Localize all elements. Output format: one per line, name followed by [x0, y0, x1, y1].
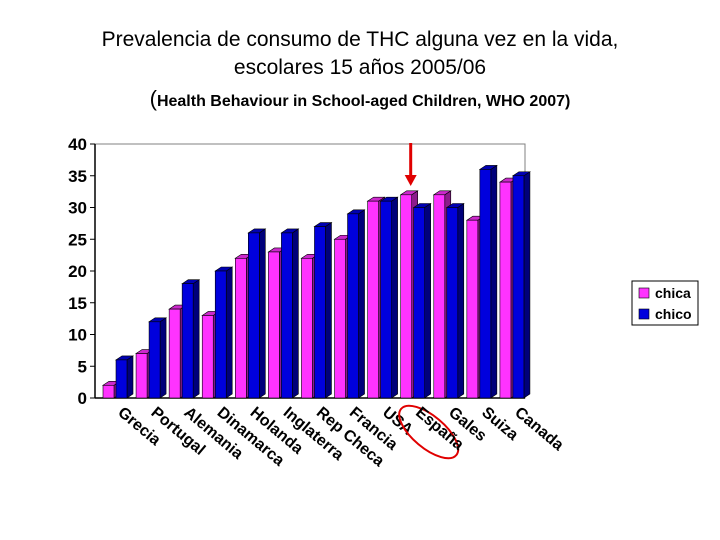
bar-chica: [135, 353, 148, 399]
legend-label-chico: chico: [655, 306, 692, 322]
y-tick-label: 40: [68, 135, 87, 154]
bar-chico: [181, 283, 194, 399]
bar-chico-side: [391, 196, 398, 399]
legend-swatch-chico: [638, 308, 650, 320]
bar-chico-side: [457, 202, 465, 399]
bar-chica: [334, 238, 346, 399]
highlight-ellipse: [398, 404, 460, 460]
bar-chico: [314, 226, 326, 399]
chart-title-line-2: escolares 15 años 2005/06: [233, 56, 487, 79]
y-tick-label: 15: [68, 294, 87, 313]
bar-chica: [301, 257, 313, 399]
chart-subtitle: (Health Behaviour in School-aged Childre…: [0, 86, 720, 112]
bar-chica: [466, 219, 479, 399]
y-tick-label: 30: [68, 199, 87, 218]
bar-chico: [148, 321, 161, 399]
bar-chica: [201, 315, 214, 399]
bar-chico: [479, 169, 492, 399]
bar-chico-side: [325, 221, 332, 399]
bar-chica: [268, 251, 280, 399]
bar-chica: [367, 200, 379, 399]
bar-chico-side: [126, 355, 134, 399]
bar-chico: [248, 232, 260, 399]
y-tick-label: 25: [68, 230, 87, 249]
bar-chica: [400, 194, 412, 399]
bar-chico-side: [490, 164, 498, 399]
bar-chico-side: [523, 171, 531, 399]
bar-chica: [102, 384, 115, 399]
bar-chico-side: [192, 279, 200, 399]
y-tick-label: 5: [78, 357, 87, 376]
bar-chico-side: [159, 317, 167, 399]
bar-chica: [168, 308, 181, 399]
bar-chico-side: [358, 209, 365, 399]
bar-chico: [281, 232, 293, 399]
legend-swatch-chica: [638, 287, 650, 299]
bar-chico-side: [225, 266, 233, 399]
bar-chico: [214, 270, 227, 399]
legend-label-chica: chica: [655, 285, 691, 301]
bar-chica: [499, 181, 512, 399]
bar-chico: [413, 207, 425, 399]
bar-chico: [115, 359, 128, 399]
bar-chico: [512, 175, 525, 399]
bar-chico-side: [259, 228, 266, 399]
bar-chico-side: [424, 202, 431, 399]
bar-chico: [380, 200, 392, 399]
y-tick-label: 35: [68, 167, 87, 186]
bar-chico: [446, 207, 459, 399]
x-tick-label: Suiza: [478, 404, 521, 444]
chart-title-line-1: Prevalencia de consumo de THC alguna vez…: [101, 28, 619, 51]
bar-chico: [347, 213, 359, 399]
subtitle-text: Health Behaviour in School-aged Children…: [156, 93, 571, 110]
bar-chica: [433, 194, 446, 399]
subtitle-paren: (: [149, 86, 157, 111]
bar-chico-side: [292, 228, 299, 399]
bar-chica: [235, 257, 247, 399]
y-tick-label: 0: [78, 389, 87, 408]
y-tick-label: 10: [68, 326, 87, 345]
highlight-arrow-head: [404, 175, 417, 186]
y-tick-label: 20: [68, 262, 87, 281]
